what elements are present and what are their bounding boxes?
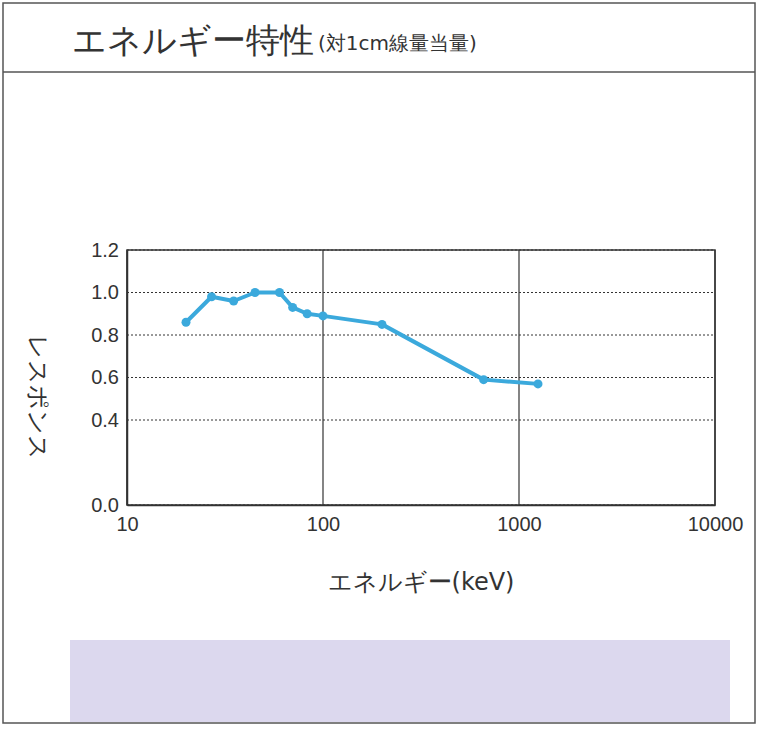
y-tick-label: 1.2	[91, 239, 119, 261]
data-point	[303, 309, 312, 318]
data-layer	[182, 288, 543, 388]
x-tick: 1000	[497, 505, 542, 535]
data-point	[229, 297, 238, 306]
data-line	[186, 293, 538, 384]
y-grid-line	[127, 420, 715, 421]
y-grid-line	[127, 335, 715, 336]
photo-band	[70, 640, 730, 722]
data-point	[275, 288, 284, 297]
x-tick: 100	[307, 505, 340, 535]
y-tick-label: 1.0	[91, 281, 119, 303]
y-grid-line	[127, 377, 715, 378]
x-tick-label: 10000	[688, 513, 744, 535]
y-axis: 0.0 0.4 0.6 0.8 1.0 1.2	[91, 239, 127, 516]
y-tick: 0.0	[91, 494, 127, 516]
y-tick-label: 0.4	[91, 409, 119, 431]
data-point	[251, 288, 260, 297]
data-point	[378, 320, 387, 329]
y-tick: 0.6	[91, 366, 127, 388]
data-point	[182, 318, 191, 327]
y-axis-title: レスポンス	[24, 335, 52, 460]
y-tick-label: 0.0	[91, 494, 119, 516]
subtitle: (対1cm線量当量)	[318, 31, 477, 55]
y-grid-line	[127, 292, 715, 293]
y-tick-label: 0.8	[91, 324, 119, 346]
y-tick: 1.0	[91, 281, 127, 303]
data-point	[319, 311, 328, 320]
x-tick: 10000	[688, 505, 744, 535]
x-tick-label: 100	[307, 513, 340, 535]
data-point	[207, 292, 216, 301]
data-point	[533, 379, 542, 388]
x-tick-label: 10	[116, 513, 138, 535]
grid	[127, 250, 715, 505]
plot-frame	[127, 250, 715, 505]
title: エネルギー特性	[72, 20, 314, 60]
y-tick: 0.4	[91, 409, 127, 431]
y-tick-label: 0.6	[91, 366, 119, 388]
data-point	[288, 303, 297, 312]
title-separator	[3, 71, 755, 73]
y-tick: 1.2	[91, 239, 127, 261]
data-point	[479, 375, 488, 384]
x-tick: 10	[116, 505, 138, 535]
x-axis: 10 100 1000 10000	[116, 505, 743, 535]
chart-root: エネルギー特性(対1cm線量当量) 10 100 1000 10000 0.0 0.4 0.6…	[0, 0, 770, 748]
outer-frame	[3, 3, 755, 723]
y-tick: 0.8	[91, 324, 127, 346]
x-tick-label: 1000	[497, 513, 542, 535]
x-axis-title: エネルギー(keV)	[328, 568, 515, 596]
plot-background	[127, 250, 715, 505]
